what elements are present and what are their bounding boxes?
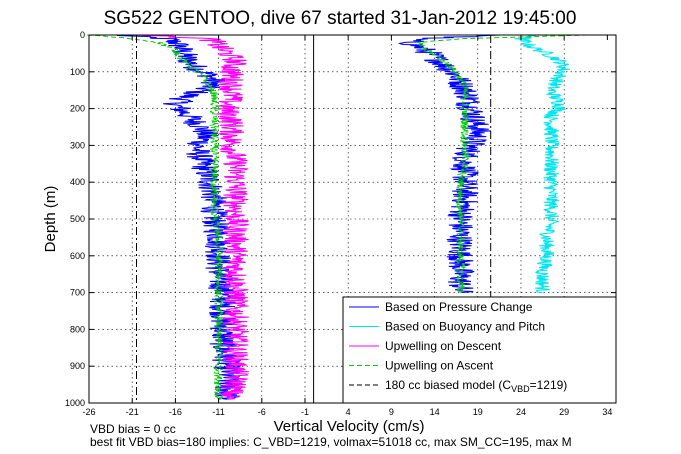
y-tick-label: 700 bbox=[70, 288, 85, 298]
vbd-bias-annotation: VBD bias = 0 cc bbox=[90, 422, 176, 436]
x-tick-label: 4 bbox=[346, 407, 351, 417]
x-tick-label: -1 bbox=[301, 407, 309, 417]
series-line-0-1 bbox=[397, 34, 501, 294]
y-tick-label: 900 bbox=[70, 361, 85, 371]
y-tick-label: 600 bbox=[70, 251, 85, 261]
x-tick-label: 34 bbox=[602, 407, 612, 417]
y-tick-label: 300 bbox=[70, 140, 85, 150]
y-tick-label: 500 bbox=[70, 214, 85, 224]
tick-labels: -26 -21 -16 -11 -6 -1 4 9 14 19 24 29 34 0 100 200 300 40… bbox=[65, 30, 616, 417]
series-3 bbox=[87, 34, 588, 400]
y-tick-label: 0 bbox=[80, 30, 85, 40]
legend-label: Upwelling on Descent bbox=[385, 339, 502, 353]
series-line-2-0 bbox=[131, 34, 250, 400]
y-tick-label: 100 bbox=[70, 67, 85, 77]
series-line-3-1 bbox=[414, 34, 588, 294]
series-layer bbox=[87, 34, 588, 403]
legend-label: Upwelling on Ascent bbox=[385, 359, 494, 373]
x-tick-label: 14 bbox=[430, 407, 440, 417]
x-tick-label: -26 bbox=[82, 407, 95, 417]
series-line-1-0 bbox=[514, 34, 571, 294]
best-fit-annotation: best fit VBD bias=180 implies: C_VBD=121… bbox=[90, 435, 572, 449]
series-2 bbox=[131, 34, 250, 400]
series-line-0-0 bbox=[116, 34, 242, 400]
x-tick-label: -16 bbox=[169, 407, 182, 417]
series-line-3-0 bbox=[87, 34, 225, 400]
y-tick-label: 1000 bbox=[65, 398, 85, 408]
x-tick-label: -6 bbox=[258, 407, 266, 417]
chart-title: SG522 GENTOO, dive 67 started 31-Jan-201… bbox=[104, 8, 577, 29]
legend-box bbox=[342, 296, 617, 404]
x-tick-label: -11 bbox=[212, 407, 224, 417]
y-axis-label: Depth (m) bbox=[42, 186, 59, 253]
series-0 bbox=[116, 34, 501, 400]
legend-label: Based on Pressure Change bbox=[385, 300, 533, 314]
x-tick-label: 9 bbox=[389, 407, 394, 417]
x-tick-label: 19 bbox=[473, 407, 483, 417]
y-tick-label: 800 bbox=[70, 324, 85, 334]
y-tick-label: 200 bbox=[70, 104, 85, 114]
x-tick-label: 29 bbox=[559, 407, 569, 417]
series-1 bbox=[514, 34, 571, 294]
legend-label: 180 cc biased model (CVBD=1219) bbox=[385, 378, 567, 394]
y-tick-label: 400 bbox=[70, 177, 85, 187]
x-tick-label: -21 bbox=[126, 407, 139, 417]
legend: Based on Pressure Change Based on Buoyanc… bbox=[342, 296, 617, 404]
legend-label: Based on Buoyancy and Pitch bbox=[385, 320, 545, 334]
x-tick-label: 24 bbox=[516, 407, 526, 417]
x-axis-label: Vertical Velocity (cm/s) bbox=[274, 418, 425, 435]
